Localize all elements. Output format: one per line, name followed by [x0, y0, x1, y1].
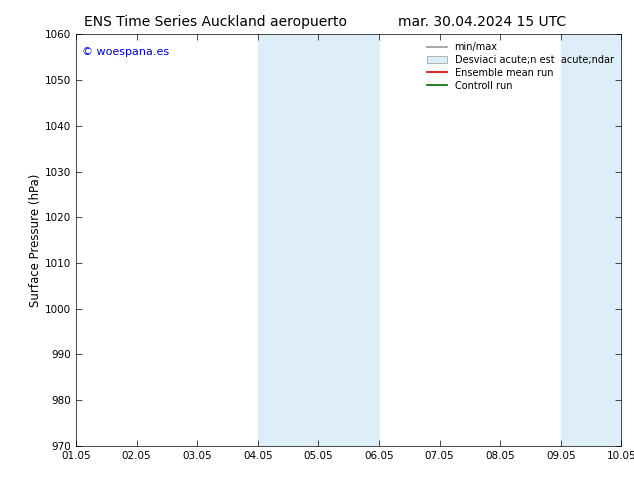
Text: mar. 30.04.2024 15 UTC: mar. 30.04.2024 15 UTC — [398, 15, 566, 29]
Y-axis label: Surface Pressure (hPa): Surface Pressure (hPa) — [29, 173, 42, 307]
Text: ENS Time Series Auckland aeropuerto: ENS Time Series Auckland aeropuerto — [84, 15, 347, 29]
Legend: min/max, Desviaci acute;n est  acute;ndar, Ensemble mean run, Controll run: min/max, Desviaci acute;n est acute;ndar… — [424, 39, 616, 94]
Bar — [560, 34, 621, 446]
Text: © woespana.es: © woespana.es — [82, 47, 169, 57]
Bar — [258, 34, 379, 446]
